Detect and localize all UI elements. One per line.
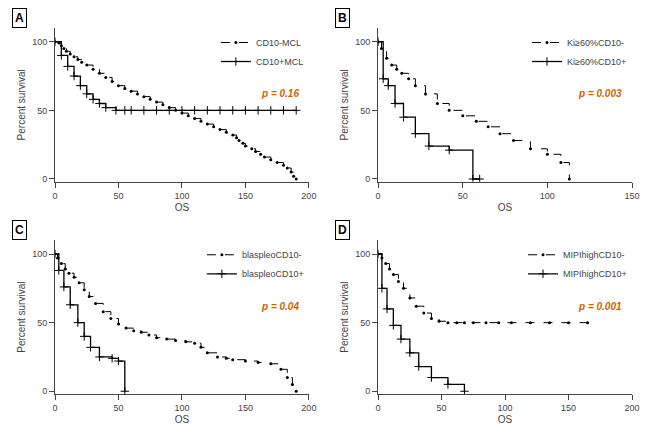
svg-text:50: 50 [37,318,47,328]
svg-text:200: 200 [301,191,316,201]
svg-text:0: 0 [376,403,381,413]
svg-text:CD10+MCL: CD10+MCL [256,57,303,67]
svg-text:Percent survival: Percent survival [339,69,350,140]
svg-text:0: 0 [52,191,57,201]
svg-text:p = 0.16: p = 0.16 [261,88,299,99]
svg-text:A: A [15,11,24,25]
svg-text:150: 150 [238,191,253,201]
svg-text:0: 0 [42,386,47,396]
svg-text:OS: OS [498,202,513,213]
svg-text:p = 0.04: p = 0.04 [261,301,299,312]
svg-text:B: B [338,11,347,25]
svg-text:blaspleoCD10+: blaspleoCD10+ [242,269,304,279]
svg-text:Percent survival: Percent survival [16,282,27,353]
svg-text:0: 0 [42,174,47,184]
svg-text:OS: OS [498,414,513,425]
svg-text:100: 100 [540,191,555,201]
svg-text:MIPIhighCD10+: MIPIhighCD10+ [563,269,627,279]
svg-text:Ki≥60%CD10+: Ki≥60%CD10+ [567,57,626,67]
svg-text:50: 50 [113,403,123,413]
svg-text:50: 50 [360,318,370,328]
svg-text:50: 50 [360,106,370,116]
svg-text:100: 100 [32,37,47,47]
svg-text:150: 150 [238,403,253,413]
svg-text:200: 200 [301,403,316,413]
svg-text:50: 50 [437,403,447,413]
svg-text:0: 0 [376,191,381,201]
svg-text:100: 100 [355,249,370,259]
svg-text:0: 0 [52,403,57,413]
svg-text:MIPIhighCD10-: MIPIhighCD10- [563,250,625,260]
svg-text:150: 150 [561,403,576,413]
svg-text:100: 100 [174,191,189,201]
svg-text:p = 0.003: p = 0.003 [578,88,622,99]
svg-text:50: 50 [113,191,123,201]
svg-text:CD10-MCL: CD10-MCL [256,38,301,48]
svg-text:blaspleoCD10-: blaspleoCD10- [242,250,302,260]
svg-text:100: 100 [174,403,189,413]
svg-text:OS: OS [175,414,190,425]
svg-text:C: C [15,223,24,237]
svg-text:50: 50 [458,191,468,201]
svg-text:OS: OS [175,202,190,213]
svg-text:Percent survival: Percent survival [339,282,350,353]
svg-text:200: 200 [624,403,639,413]
svg-text:Ki≥60%CD10-: Ki≥60%CD10- [567,38,624,48]
svg-text:150: 150 [624,191,639,201]
svg-text:p = 0.001: p = 0.001 [578,301,622,312]
svg-text:100: 100 [355,37,370,47]
svg-text:50: 50 [37,106,47,116]
svg-text:100: 100 [32,249,47,259]
svg-text:100: 100 [498,403,513,413]
svg-text:Percent survival: Percent survival [16,69,27,140]
svg-text:0: 0 [365,386,370,396]
svg-text:D: D [338,223,347,237]
svg-text:0: 0 [365,174,370,184]
